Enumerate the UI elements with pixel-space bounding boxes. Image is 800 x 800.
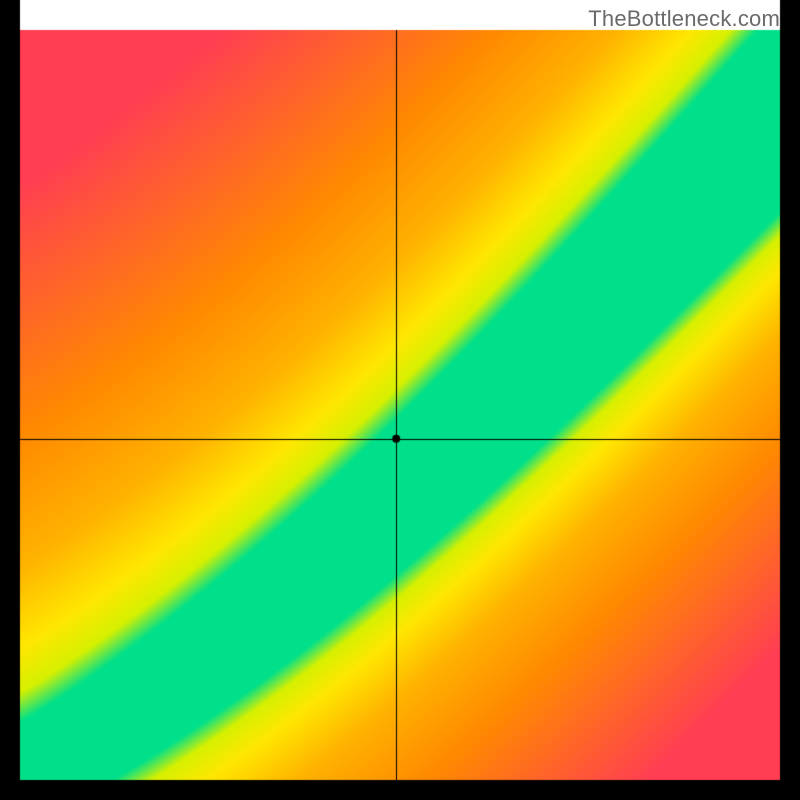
watermark-text: TheBottleneck.com — [588, 6, 780, 32]
bottleneck-heatmap — [0, 0, 800, 800]
